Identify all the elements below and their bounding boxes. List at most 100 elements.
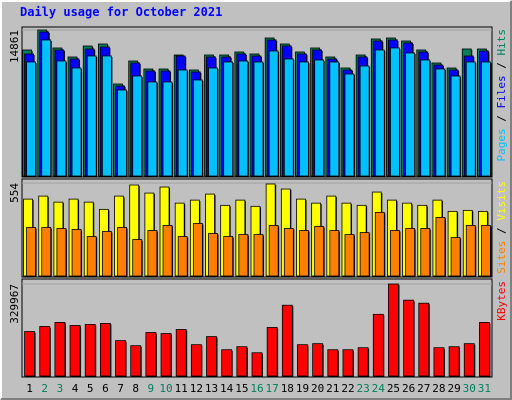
bar — [223, 61, 234, 177]
bar — [208, 67, 218, 177]
x-tick-label: 16 — [250, 382, 263, 395]
bar — [418, 302, 430, 377]
bar — [147, 230, 158, 277]
bar — [238, 234, 249, 277]
bar — [327, 349, 339, 377]
bar — [359, 232, 370, 277]
bar — [390, 230, 400, 277]
bar — [160, 333, 172, 377]
x-tick-label: 25 — [387, 382, 400, 395]
bar — [251, 352, 263, 377]
x-tick-label: 30 — [463, 382, 476, 395]
legend-entry: Sites — [495, 241, 508, 274]
bar — [281, 304, 293, 377]
bar — [39, 326, 51, 377]
bar — [206, 336, 217, 377]
bar — [69, 325, 81, 377]
bar — [130, 345, 142, 377]
legend: Pages / Files / Hits — [495, 29, 508, 162]
bar — [344, 73, 355, 177]
bar — [41, 39, 52, 177]
bar — [297, 344, 308, 377]
bar — [268, 225, 279, 277]
x-tick-label: 6 — [102, 382, 109, 395]
x-tick-label: 9 — [148, 382, 155, 395]
x-tick-label: 17 — [266, 382, 279, 395]
bar — [132, 239, 143, 277]
bar — [420, 228, 431, 277]
x-tick-label: 26 — [402, 382, 415, 395]
bar — [403, 299, 415, 377]
bar — [236, 346, 248, 377]
x-tick-label: 18 — [281, 382, 294, 395]
bar — [190, 344, 202, 377]
bar — [481, 61, 491, 177]
bar — [86, 55, 97, 177]
bar — [115, 340, 126, 377]
y-tick-label: 14861 — [8, 30, 21, 63]
bar — [283, 228, 294, 277]
bar — [238, 60, 249, 177]
legend-entry: Files — [495, 75, 508, 108]
bar — [145, 332, 157, 377]
bar — [481, 225, 491, 277]
y-tick-label: 554 — [8, 183, 21, 203]
legend: KBytes — [495, 281, 508, 321]
bar — [463, 343, 475, 377]
x-tick-label: 12 — [190, 382, 203, 395]
bar — [329, 230, 340, 277]
legend-entry: Pages — [495, 128, 508, 161]
bar — [374, 211, 385, 277]
x-tick-label: 28 — [432, 382, 445, 395]
x-tick-label: 21 — [326, 382, 339, 395]
bar — [192, 223, 203, 277]
bar — [223, 236, 234, 277]
bar — [312, 343, 324, 377]
bar — [208, 233, 218, 277]
bar — [388, 283, 399, 377]
x-tick-label: 3 — [57, 382, 64, 395]
bar — [329, 61, 340, 177]
bar — [465, 61, 476, 177]
bar — [221, 349, 233, 377]
bar — [177, 69, 188, 177]
bar — [56, 60, 67, 177]
x-tick-label: 1 — [26, 382, 33, 395]
bar — [435, 68, 446, 177]
bar — [132, 75, 143, 177]
bar — [253, 61, 264, 177]
x-tick-label: 27 — [417, 382, 430, 395]
x-tick-label: 23 — [357, 382, 370, 395]
x-tick-label: 10 — [159, 382, 172, 395]
bar — [433, 347, 445, 377]
bar — [192, 79, 203, 177]
bar — [162, 81, 173, 177]
x-tick-label: 31 — [478, 382, 491, 395]
bar — [266, 327, 278, 377]
bar — [177, 236, 188, 277]
bar — [84, 324, 96, 377]
bar — [283, 58, 294, 177]
bar — [450, 237, 461, 277]
bar — [314, 59, 325, 177]
bar — [162, 225, 173, 277]
bar — [374, 49, 385, 177]
x-tick-label: 22 — [341, 382, 354, 395]
bar — [390, 47, 400, 177]
bar — [342, 349, 354, 377]
bar — [54, 322, 66, 377]
bar — [314, 226, 325, 277]
x-tick-label: 8 — [132, 382, 139, 395]
bar — [147, 81, 158, 177]
y-tick-label: 329967 — [8, 284, 21, 324]
bar — [175, 329, 187, 377]
bar — [86, 236, 97, 277]
bar — [41, 227, 52, 277]
legend-separator: / — [495, 56, 508, 76]
legend-separator: / — [495, 109, 508, 129]
x-tick-label: 29 — [447, 382, 460, 395]
bar — [359, 65, 370, 177]
x-tick-label: 20 — [311, 382, 324, 395]
bar — [101, 231, 112, 277]
